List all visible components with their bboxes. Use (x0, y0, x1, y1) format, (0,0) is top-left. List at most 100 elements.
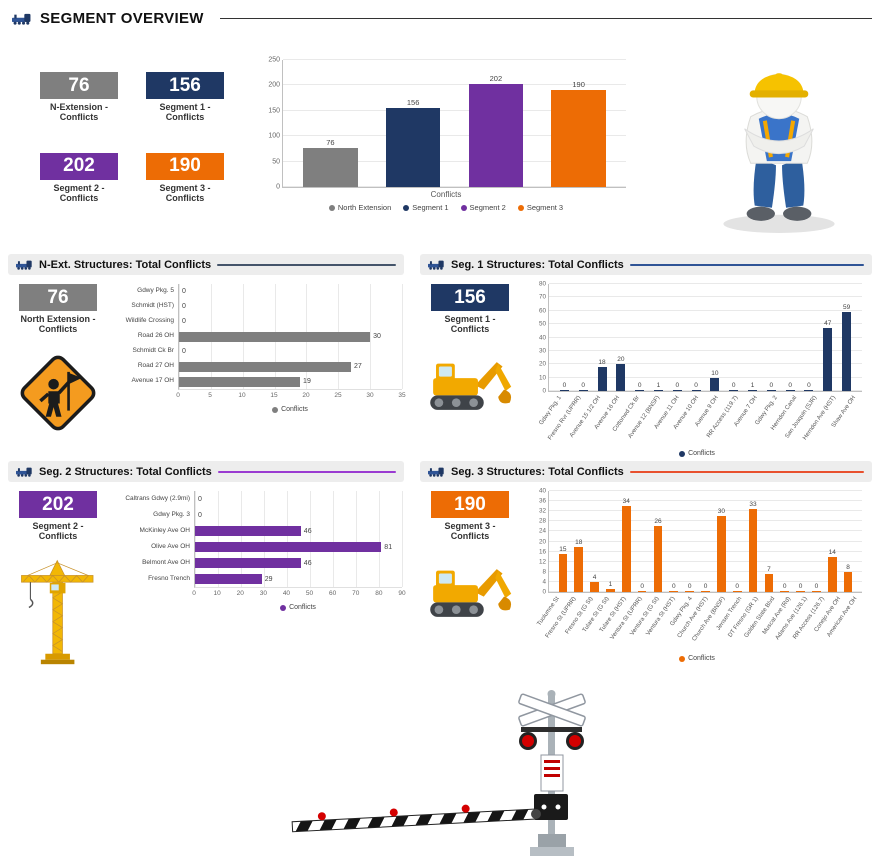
bar-row: 0 (195, 491, 402, 507)
y-axis-tick: 0 (276, 183, 280, 191)
bar[interactable] (780, 591, 790, 592)
chart-plot-area: 0 10 20 30 40 50 60 70 80 0 0 18 20 0 1 0 0 10 0 1 0 0 0 47 59 (539, 281, 862, 395)
bar-cell: 7 (761, 491, 777, 592)
bar[interactable] (195, 526, 301, 536)
bar[interactable] (606, 589, 615, 592)
bar[interactable] (823, 328, 833, 391)
bar[interactable] (701, 591, 710, 592)
bar[interactable] (764, 574, 774, 592)
bar-value-label: 156 (406, 97, 420, 107)
bar-row: 0 (179, 344, 402, 359)
legend-item[interactable]: Conflicts (280, 604, 316, 611)
construction-worker-image (698, 54, 860, 241)
kpi-value: 202 (40, 152, 118, 180)
panel-body: 76 North Extension - Conflicts (8, 275, 406, 442)
y-axis-tick: 60 (538, 307, 546, 315)
bar-row: 0 (195, 507, 402, 523)
legend-dot (272, 406, 279, 413)
chart-legend: Conflicts (178, 406, 402, 413)
bar[interactable] (843, 571, 853, 592)
bar[interactable] (597, 366, 607, 391)
bar[interactable] (804, 390, 814, 391)
bar[interactable] (717, 516, 726, 592)
legend-label: Conflicts (281, 406, 308, 413)
bar[interactable] (385, 107, 441, 187)
bar[interactable] (785, 390, 795, 391)
bar[interactable] (827, 556, 837, 592)
legend-item[interactable]: Segment 3 (517, 203, 563, 212)
bar[interactable] (574, 546, 584, 592)
bar-value-label: 0 (814, 583, 819, 590)
bar[interactable] (748, 389, 758, 391)
bar[interactable] (653, 389, 663, 391)
legend-item[interactable]: Conflicts (679, 655, 715, 662)
legend-item[interactable]: Segment 1 (403, 203, 449, 212)
bar[interactable] (578, 390, 588, 391)
x-axis-labels: Gdwy Pkg. 1 Fresno Rvr (UPRR) Avenue 15 1/… (538, 392, 862, 446)
legend-item[interactable]: Conflicts (272, 406, 308, 413)
y-axis-tick: 50 (272, 158, 280, 166)
legend-item[interactable]: Segment 2 (460, 203, 506, 212)
bar[interactable] (179, 376, 301, 387)
y-axis-tick: 50 (538, 320, 546, 328)
bar[interactable] (195, 574, 262, 584)
bars-group: 0 0 18 20 0 1 0 0 10 0 1 0 0 0 47 59 (549, 284, 862, 391)
y-axis-tick: 36 (538, 497, 546, 505)
bar[interactable] (195, 542, 382, 552)
bar-value-label: 0 (675, 382, 680, 389)
bar[interactable] (551, 90, 606, 187)
bar[interactable] (179, 361, 352, 372)
gridline (356, 491, 357, 587)
bar[interactable] (303, 148, 358, 187)
bar[interactable] (732, 591, 742, 592)
bar-value-label: 0 (769, 382, 774, 389)
bar[interactable] (729, 390, 739, 391)
bars-group: 76 156 202 190 (283, 60, 626, 187)
bar[interactable] (691, 390, 701, 391)
y-axis-tick: 100 (268, 132, 280, 140)
legend-item[interactable]: North Extension (328, 203, 391, 212)
y-axis-tick: 16 (538, 548, 546, 556)
x-axis-tick: 5 (208, 392, 212, 399)
bar[interactable] (669, 591, 679, 592)
bar[interactable] (637, 591, 647, 592)
bar[interactable] (179, 331, 371, 342)
category-label: Road 26 OH (137, 332, 174, 340)
bar[interactable] (812, 591, 821, 592)
bar[interactable] (558, 554, 568, 592)
bar[interactable] (653, 526, 663, 592)
legend-item[interactable]: Conflicts (679, 450, 715, 457)
bar[interactable] (195, 558, 301, 568)
tower-crane-image (17, 556, 99, 673)
x-axis-tick: 20 (302, 392, 310, 399)
gridline (549, 540, 862, 542)
bar[interactable] (468, 84, 524, 187)
bar-value-label: 8 (846, 563, 850, 571)
excavator-image (423, 556, 517, 630)
kpi-card-north-extension: 76 N-Extension - Conflicts (40, 72, 118, 123)
bar[interactable] (616, 364, 626, 391)
bar[interactable] (635, 390, 645, 391)
gridline (287, 491, 288, 587)
bar[interactable] (672, 390, 682, 391)
x-axis-tick: 10 (213, 590, 221, 597)
bar[interactable] (621, 506, 631, 592)
panel-header: Seg. 2 Structures: Total Conflicts (8, 461, 404, 482)
y-axis-tick: 0 (542, 387, 546, 395)
railroad-crossing-signal-image (278, 682, 598, 861)
bar-value-label: 0 (798, 583, 803, 590)
bar[interactable] (748, 508, 758, 592)
y-axis-tick: 4 (542, 578, 546, 586)
category-label: Fresno Trench (148, 574, 190, 582)
bar[interactable] (842, 312, 852, 391)
bar[interactable] (710, 377, 720, 391)
legend-dot (517, 204, 524, 211)
bar-value-label: 0 (703, 583, 708, 590)
bar[interactable] (796, 591, 805, 592)
bar[interactable] (685, 591, 695, 592)
bar[interactable] (559, 390, 569, 391)
bar[interactable] (766, 390, 776, 391)
category-label: Gdwy Pkg. 5 (137, 287, 174, 295)
y-axis-tick: 12 (538, 558, 546, 566)
bar[interactable] (590, 581, 599, 592)
